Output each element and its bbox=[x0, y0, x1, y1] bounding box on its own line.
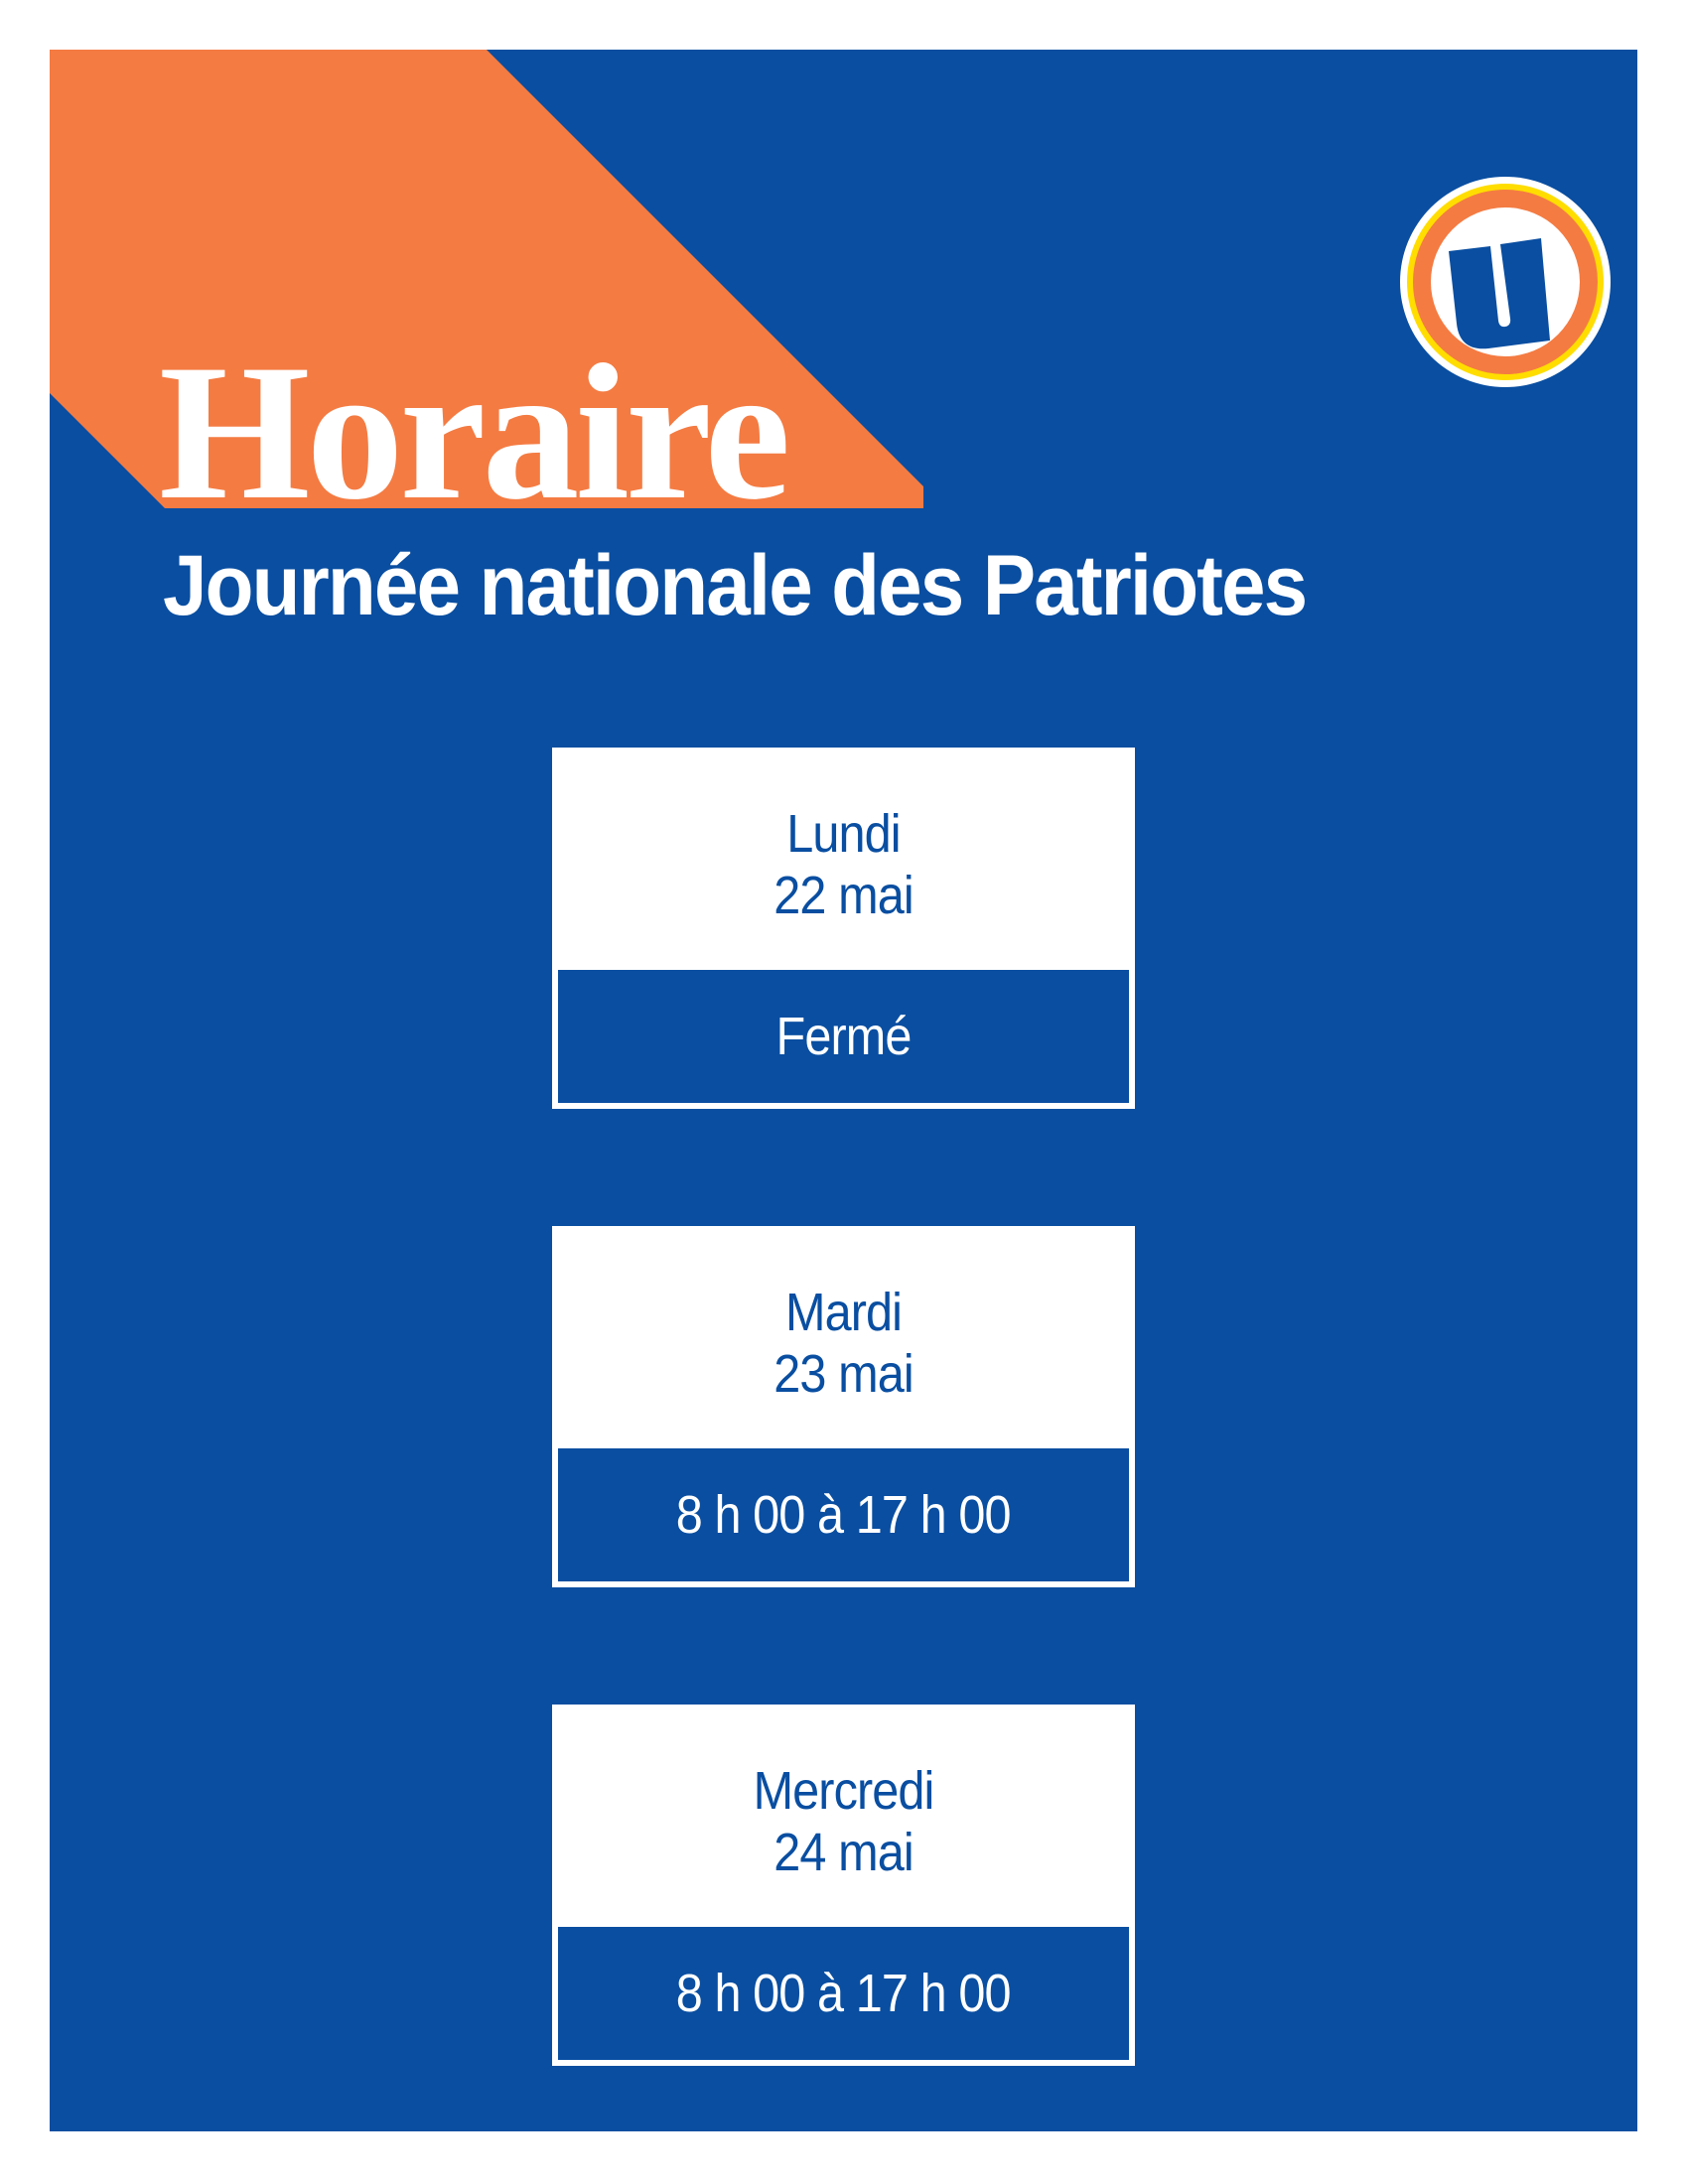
day-date: 24 mai bbox=[774, 1823, 914, 1882]
day-date: 22 mai bbox=[774, 866, 914, 925]
hours-text: 8 h 00 à 17 h 00 bbox=[676, 1964, 1012, 2023]
page-subtitle: Journée nationale des Patriotes bbox=[163, 538, 1308, 633]
hours-text: Fermé bbox=[775, 1007, 913, 1066]
schedule-card-wednesday: Mercredi 24 mai 8 h 00 à 17 h 00 bbox=[552, 1705, 1135, 2066]
day-name: Lundi bbox=[786, 804, 901, 864]
day-label: Lundi 22 mai bbox=[581, 803, 1105, 926]
brand-logo bbox=[1400, 177, 1611, 387]
day-name: Mercredi bbox=[753, 1761, 935, 1821]
hours-box: Fermé bbox=[558, 970, 1129, 1103]
orange-diagonal-band bbox=[50, 50, 923, 508]
day-label: Mercredi 24 mai bbox=[581, 1760, 1105, 1883]
page-title: Horaire bbox=[159, 325, 790, 540]
schedule-card-tuesday: Mardi 23 mai 8 h 00 à 17 h 00 bbox=[552, 1226, 1135, 1587]
hours-box: 8 h 00 à 17 h 00 bbox=[558, 1927, 1129, 2060]
hours-text: 8 h 00 à 17 h 00 bbox=[676, 1485, 1012, 1545]
day-label: Mardi 23 mai bbox=[581, 1282, 1105, 1405]
day-name: Mardi bbox=[784, 1283, 903, 1342]
hours-box: 8 h 00 à 17 h 00 bbox=[558, 1448, 1129, 1581]
day-date: 23 mai bbox=[774, 1344, 914, 1404]
schedule-card-monday: Lundi 22 mai Fermé bbox=[552, 748, 1135, 1109]
